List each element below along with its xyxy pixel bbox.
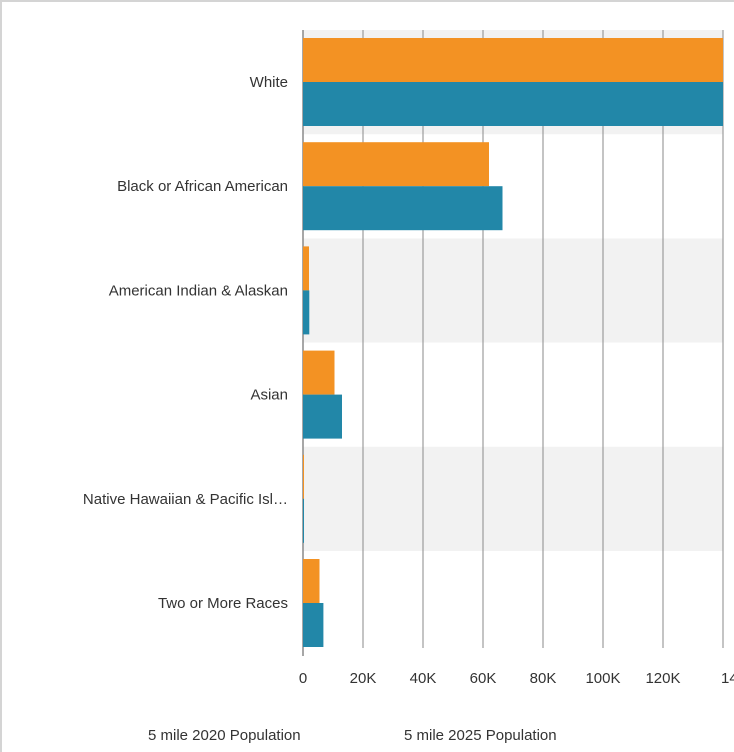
bar[interactable]	[303, 186, 503, 231]
category-labels: White Black or African American American I…	[83, 74, 288, 612]
category-label: White	[250, 74, 288, 91]
row-band	[303, 446, 723, 551]
legend-label[interactable]: 5 mile 2025 Population	[404, 727, 557, 744]
bar[interactable]	[303, 82, 723, 126]
bar[interactable]	[303, 142, 489, 187]
category-label: American Indian & Alaskan	[109, 282, 288, 299]
x-tick-label: 0	[299, 670, 307, 687]
bar[interactable]	[303, 603, 324, 647]
category-label: Native Hawaiian & Pacific Isl…	[83, 491, 288, 508]
category-label: Black or African American	[117, 178, 288, 195]
bar[interactable]	[303, 559, 320, 603]
bar[interactable]	[303, 350, 335, 395]
legend-label[interactable]: 5 mile 2020 Population	[148, 727, 301, 744]
bar[interactable]	[303, 498, 304, 543]
row-band	[303, 238, 723, 343]
bar[interactable]	[303, 38, 723, 82]
x-axis-ticks: 0 20K 40K 60K 80K 100K 120K 140	[299, 670, 734, 687]
bars	[303, 38, 723, 647]
x-tick-label: 40K	[410, 670, 437, 687]
x-tick-label: 140	[721, 670, 734, 687]
x-tick-label: 100K	[585, 670, 620, 687]
x-tick-label: 20K	[350, 670, 377, 687]
gridlines	[302, 30, 724, 656]
category-label: Two or More Races	[158, 595, 288, 612]
bar[interactable]	[303, 246, 309, 291]
bar[interactable]	[303, 454, 304, 499]
x-tick-label: 80K	[530, 670, 557, 687]
bar[interactable]	[303, 290, 310, 335]
x-tick-label: 60K	[470, 670, 497, 687]
legend: 5 mile 2020 Population 5 mile 2025 Popula…	[148, 727, 557, 744]
category-label: Asian	[250, 387, 288, 404]
bar[interactable]	[303, 394, 342, 439]
x-tick-label: 120K	[645, 670, 680, 687]
